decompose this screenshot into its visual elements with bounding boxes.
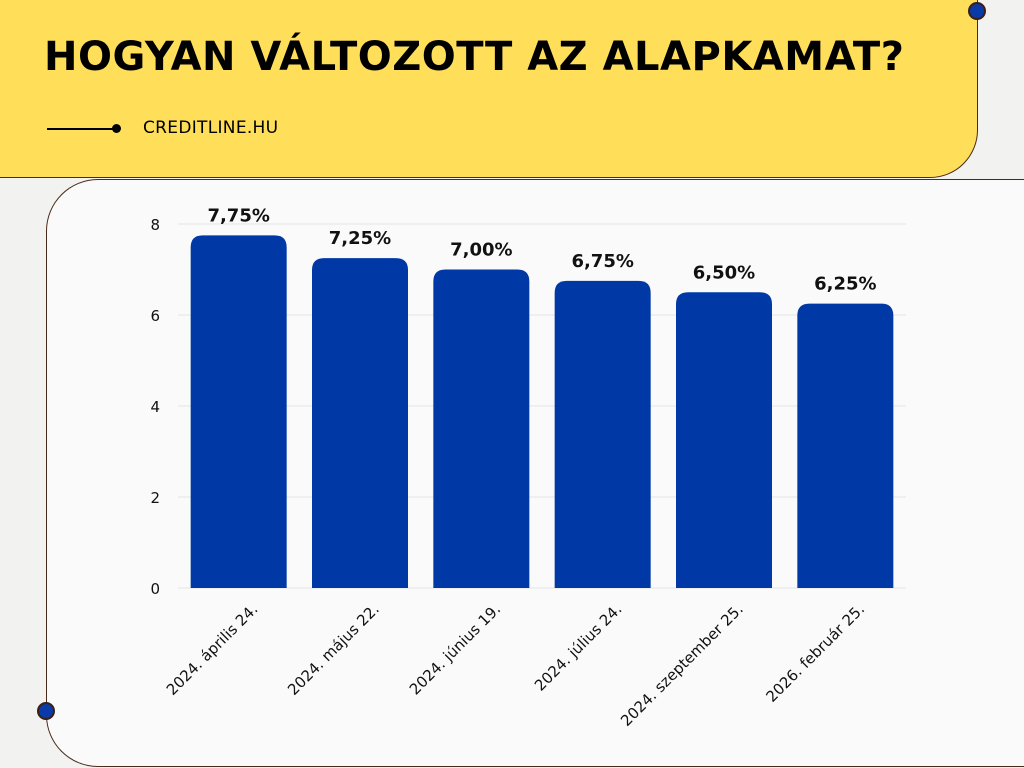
bar-value-label: 6,75%	[571, 251, 633, 272]
x-category-label: 2026. február 25.	[763, 600, 869, 706]
y-tick-label: 0	[150, 580, 160, 598]
page-title: HOGYAN VÁLTOZOTT AZ ALAPKAMAT?	[44, 34, 905, 80]
value-labels: 7,75% 7,25% 7,00% 6,75% 6,50% 6,25%	[207, 205, 876, 294]
brand-name: CREDITLINE.HU	[143, 118, 279, 138]
pin-bottom-decoration	[37, 702, 55, 720]
y-tick-label: 8	[150, 216, 160, 234]
x-category-label: 2024. szeptember 25.	[617, 600, 747, 730]
y-tick-label: 2	[150, 489, 160, 507]
bar-value-label: 7,00%	[450, 240, 512, 261]
bar-value-label: 7,75%	[207, 205, 269, 226]
bar	[554, 280, 651, 588]
y-tick-label: 6	[150, 307, 160, 325]
grid-lines	[178, 223, 906, 589]
bar	[312, 258, 408, 588]
header-banner	[0, 0, 978, 178]
x-category-label: 2024. május 22.	[284, 600, 383, 699]
bar	[190, 235, 287, 588]
bar-value-label: 7,25%	[329, 228, 391, 249]
x-category-label: 2024. június 19.	[406, 600, 504, 698]
x-category-label: 2024. július 24.	[531, 600, 626, 695]
y-axis-ticks: 0 2 4 6 8	[150, 216, 160, 598]
bar	[676, 292, 772, 588]
brand-dot-decoration	[112, 124, 121, 133]
x-category-label: 2024. április 24.	[163, 600, 262, 699]
bar	[797, 303, 894, 588]
bars	[190, 235, 894, 588]
y-tick-label: 4	[150, 398, 160, 416]
x-axis-categories: 2024. április 24. 2024. május 22. 2024. jú…	[163, 600, 868, 730]
pin-top-decoration	[968, 2, 986, 20]
bar-value-label: 6,25%	[814, 274, 876, 295]
bar	[433, 269, 530, 588]
bar-value-label: 6,50%	[693, 262, 755, 283]
brand-line-decoration	[47, 128, 113, 130]
